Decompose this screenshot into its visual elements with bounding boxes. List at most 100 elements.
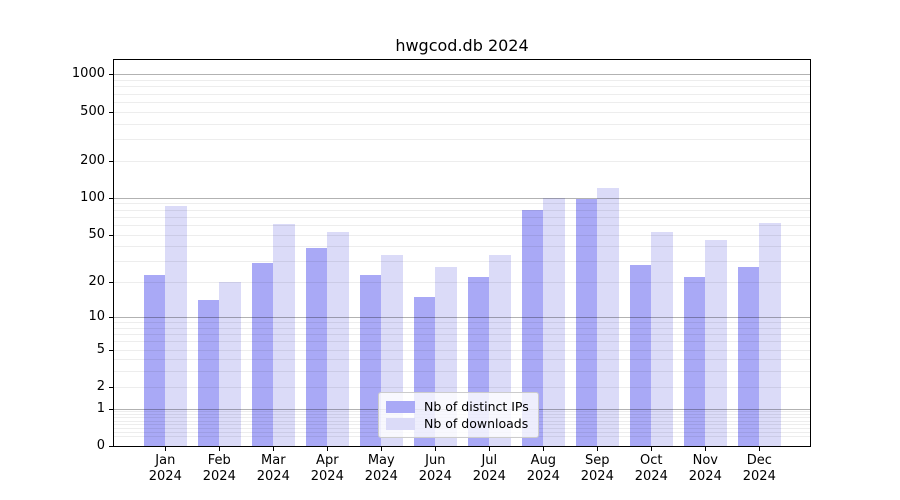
y-tick-mark: [109, 317, 113, 319]
gridline-major: [114, 74, 810, 76]
plot-area: [113, 59, 811, 447]
bar-downloads-nov: [705, 240, 727, 446]
x-tick-label: Aug 2024: [526, 453, 560, 484]
gridline-minor: [114, 86, 810, 88]
x-tick-mark: [705, 447, 707, 451]
bar-distinct-ips-jan: [143, 275, 166, 446]
gridline-minor: [114, 203, 810, 205]
x-tick-mark: [543, 447, 545, 451]
bar-distinct-ips-dec: [737, 266, 760, 446]
x-tick-label: Nov 2024: [688, 453, 722, 484]
gridline-minor: [114, 322, 810, 324]
gridline-minor: [114, 359, 810, 361]
y-tick-label: 200: [80, 152, 105, 168]
x-tick-mark: [759, 447, 761, 451]
gridline-minor: [114, 327, 810, 329]
y-tick-label: 50: [88, 226, 105, 242]
bar-distinct-ips-may: [359, 275, 382, 446]
gridline-minor: [114, 101, 810, 103]
legend-swatch-distinct-ips: [386, 400, 415, 413]
bar-distinct-ips-feb: [197, 300, 220, 446]
y-tick-label: 0: [96, 438, 105, 453]
x-tick-mark: [489, 447, 491, 451]
x-tick-mark: [219, 447, 221, 451]
bar-distinct-ips-nov: [683, 277, 706, 446]
gridline-minor: [114, 216, 810, 218]
x-tick-label: Jun 2024: [418, 453, 452, 484]
gridline-minor: [114, 93, 810, 95]
x-tick-label: Dec 2024: [742, 453, 776, 484]
x-tick-label: Sep 2024: [580, 453, 614, 484]
y-tick-mark: [109, 111, 113, 113]
x-tick-mark: [273, 447, 275, 451]
gridline-minor: [114, 234, 810, 236]
y-tick-label: 500: [80, 103, 105, 119]
legend-item-downloads: Nb of downloads: [386, 415, 529, 432]
gridline-minor: [114, 371, 810, 373]
y-tick-mark: [109, 386, 113, 388]
gridline-minor: [114, 341, 810, 343]
gridline-minor: [114, 334, 810, 336]
x-tick-mark: [327, 447, 329, 451]
legend-label-distinct-ips: Nb of distinct IPs: [424, 399, 529, 414]
y-tick-label: 1: [96, 400, 105, 416]
x-tick-label: Oct 2024: [634, 453, 668, 484]
x-tick-mark: [597, 447, 599, 451]
y-tick-mark: [109, 349, 113, 351]
bar-distinct-ips-sep: [575, 198, 598, 446]
y-tick-label: 10: [88, 309, 105, 325]
gridline-minor: [114, 282, 810, 284]
gridline-minor: [114, 123, 810, 125]
bar-distinct-ips-mar: [251, 263, 274, 446]
bar-downloads-jan: [165, 206, 187, 446]
x-tick-mark: [381, 447, 383, 451]
y-tick-mark: [109, 446, 113, 447]
gridline-minor: [114, 111, 810, 113]
y-tick-label: 2: [96, 378, 105, 394]
bar-downloads-mar: [273, 224, 295, 446]
y-tick-label: 20: [88, 274, 105, 290]
x-tick-label: Jul 2024: [472, 453, 506, 484]
x-tick-mark: [651, 447, 653, 451]
gridline-minor: [114, 209, 810, 211]
x-tick-label: May 2024: [364, 453, 398, 484]
y-tick-mark: [109, 234, 113, 236]
gridline-minor: [114, 386, 810, 388]
bar-downloads-apr: [327, 232, 349, 446]
y-tick-mark: [109, 197, 113, 199]
legend: Nb of distinct IPs Nb of downloads: [378, 392, 539, 438]
bar-distinct-ips-aug: [521, 209, 544, 446]
gridline-major: [114, 197, 810, 199]
chart-title: hwgcod.db 2024: [395, 36, 529, 55]
x-tick-label: Apr 2024: [310, 453, 344, 484]
x-tick-label: Mar 2024: [256, 453, 290, 484]
bar-downloads-dec: [759, 223, 781, 446]
x-tick-label: Feb 2024: [202, 453, 236, 484]
gridline-major: [114, 317, 810, 319]
bar-distinct-ips-apr: [305, 247, 328, 446]
bar-downloads-feb: [219, 282, 241, 446]
bar-distinct-ips-oct: [629, 264, 652, 446]
bar-downloads-oct: [651, 232, 673, 446]
gridline-minor: [114, 349, 810, 351]
gridline-minor: [114, 139, 810, 141]
bar-downloads-aug: [543, 197, 565, 446]
gridline-minor: [114, 80, 810, 82]
y-tick-mark: [109, 74, 113, 76]
bar-downloads-sep: [597, 188, 619, 446]
gridline-minor: [114, 261, 810, 263]
gridline-minor: [114, 224, 810, 226]
y-tick-mark: [109, 282, 113, 284]
x-tick-mark: [435, 447, 437, 451]
gridline-minor: [114, 160, 810, 162]
y-tick-mark: [109, 160, 113, 162]
legend-label-downloads: Nb of downloads: [424, 416, 529, 431]
x-tick-label: Jan 2024: [148, 453, 182, 484]
y-tick-label: 1000: [71, 66, 105, 82]
gridline-minor: [114, 246, 810, 248]
legend-item-distinct-ips: Nb of distinct IPs: [386, 398, 529, 415]
legend-swatch-downloads: [386, 417, 415, 430]
y-tick-label: 100: [80, 189, 105, 205]
y-tick-mark: [109, 408, 113, 410]
